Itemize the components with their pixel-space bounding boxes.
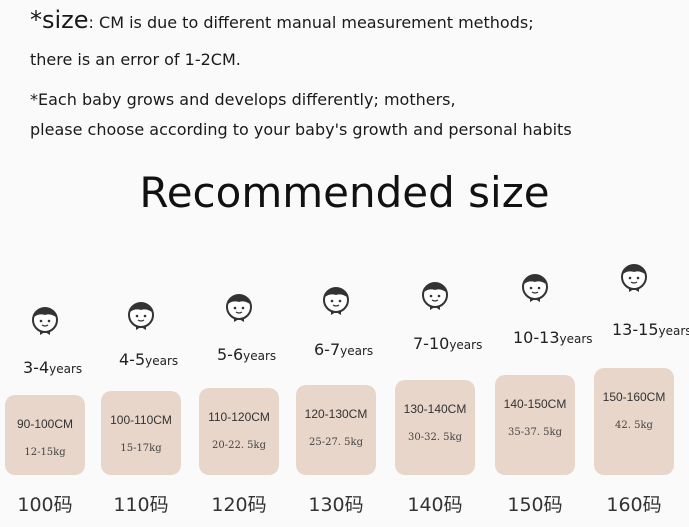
weight-range: 15-17kg xyxy=(120,443,162,454)
size-label: *size xyxy=(30,6,89,34)
weight-range: 30-32. 5kg xyxy=(407,432,462,443)
height-range: 140-150CM xyxy=(503,397,567,411)
child-face-icon xyxy=(319,285,353,319)
child-face-icon xyxy=(124,300,158,334)
size-code: 110码 xyxy=(113,494,169,516)
age-label: 7-10years xyxy=(413,334,482,353)
note-text: : CM is due to different manual measurem… xyxy=(88,13,534,32)
note-line-4: please choose according to your baby's g… xyxy=(30,120,572,139)
weight-range: 25-27. 5kg xyxy=(308,437,363,448)
size-box: 150-160CM 42. 5kg xyxy=(594,368,674,475)
size-code: 160码 xyxy=(606,494,662,516)
child-face-icon xyxy=(28,305,62,339)
size-box: 130-140CM 30-32. 5kg xyxy=(395,380,475,475)
page-title: Recommended size xyxy=(139,168,550,217)
height-range: 90-100CM xyxy=(16,417,74,431)
age-range: 7-10 xyxy=(413,334,450,353)
age-label: 13-15years xyxy=(612,320,689,339)
size-box: 110-120CM 20-22. 5kg xyxy=(199,388,279,475)
note-line-2: there is an error of 1-2CM. xyxy=(30,50,241,69)
size-box: 120-130CM 25-27. 5kg xyxy=(296,385,376,475)
weight-range: 12-15kg xyxy=(24,447,66,458)
note-line-1: *size: CM is due to different manual mea… xyxy=(30,6,534,34)
age-range: 3-4 xyxy=(23,358,50,377)
age-range: 6-7 xyxy=(314,340,341,359)
weight-range: 20-22. 5kg xyxy=(211,440,266,451)
age-unit: years xyxy=(559,332,593,346)
age-label: 4-5years xyxy=(119,350,178,369)
size-box: 90-100CM 12-15kg xyxy=(5,395,85,475)
size-box: 100-110CM 15-17kg xyxy=(101,391,181,475)
size-code: 140码 xyxy=(407,494,463,516)
size-code: 130码 xyxy=(308,494,364,516)
height-range: 110-120CM xyxy=(208,410,270,424)
age-range: 13-15 xyxy=(612,320,659,339)
child-face-icon xyxy=(617,262,651,296)
age-unit: years xyxy=(340,344,374,358)
note-line-3: *Each baby grows and develops differentl… xyxy=(30,90,456,109)
child-face-icon xyxy=(222,292,256,326)
age-unit: years xyxy=(449,338,483,352)
child-face-icon xyxy=(518,272,552,306)
age-range: 10-13 xyxy=(513,328,560,347)
size-code: 120码 xyxy=(211,494,267,516)
height-range: 100-110CM xyxy=(110,413,172,427)
age-unit: years xyxy=(243,349,277,363)
size-code: 100码 xyxy=(17,494,73,516)
size-code: 150码 xyxy=(507,494,563,516)
height-range: 120-130CM xyxy=(304,407,368,421)
age-label: 5-6years xyxy=(217,345,276,364)
height-range: 130-140CM xyxy=(403,402,467,416)
age-label: 6-7years xyxy=(314,340,373,359)
weight-range: 35-37. 5kg xyxy=(507,427,562,438)
age-range: 4-5 xyxy=(119,350,146,369)
child-face-icon xyxy=(418,280,452,314)
weight-range: 42. 5kg xyxy=(615,420,653,431)
age-unit: years xyxy=(658,324,689,338)
age-range: 5-6 xyxy=(217,345,244,364)
age-label: 10-13years xyxy=(513,328,593,347)
age-unit: years xyxy=(145,354,179,368)
height-range: 150-160CM xyxy=(602,390,666,404)
size-box: 140-150CM 35-37. 5kg xyxy=(495,375,575,475)
age-label: 3-4years xyxy=(23,358,82,377)
age-unit: years xyxy=(49,362,83,376)
